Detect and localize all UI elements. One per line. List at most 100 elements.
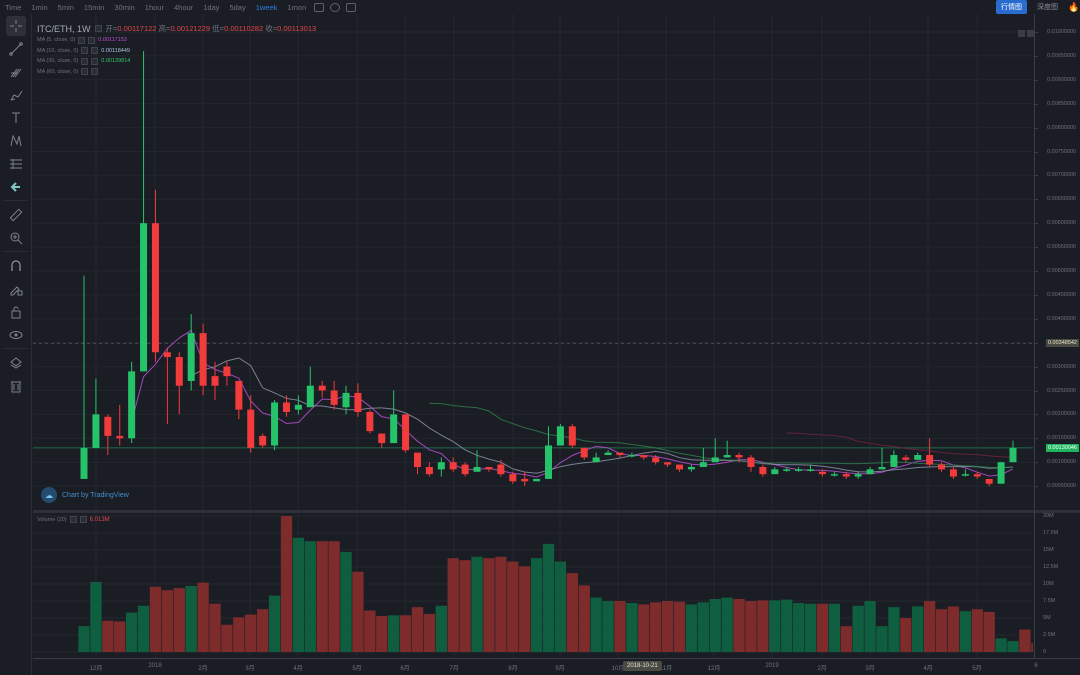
tf-1day[interactable]: 1day [203, 2, 220, 12]
tf-15min[interactable]: 15min [83, 2, 105, 12]
pane-collapse-button[interactable] [1018, 30, 1025, 37]
fullscreen-icon[interactable] [346, 2, 357, 12]
candle [759, 466, 767, 475]
time-axis-label: 3月 [865, 666, 875, 672]
volume-close-icon[interactable] [79, 516, 87, 523]
tf-1mon[interactable]: 1mon [287, 2, 307, 12]
ruler-tool[interactable] [0, 203, 32, 226]
volume-bar [590, 597, 602, 652]
volume-settings-icon[interactable] [69, 516, 77, 523]
ma-close-icon[interactable] [88, 36, 96, 44]
axis-tick [1035, 199, 1038, 201]
market-chart-button[interactable]: 行情图 [996, 0, 1027, 14]
candle [318, 385, 326, 391]
ma-label: MA (30, close, 0) [37, 58, 79, 65]
volume-bar [125, 612, 138, 652]
volume-bar [245, 614, 257, 652]
price-axis-label: 0.00100000 [1046, 459, 1076, 466]
ma-settings-icon[interactable] [81, 57, 89, 65]
brush-tool[interactable] [0, 83, 32, 106]
candle [783, 469, 791, 471]
candle [545, 445, 552, 479]
candle [461, 464, 469, 475]
tf-time[interactable]: Time [5, 2, 22, 12]
ma-settings-icon[interactable] [78, 36, 86, 44]
eye-icon [9, 330, 23, 339]
volume-pane[interactable] [33, 513, 1033, 658]
ma-settings-icon[interactable] [81, 47, 89, 55]
price-chart-pane[interactable] [33, 14, 1033, 511]
tf-4hour[interactable]: 4hour [173, 2, 194, 12]
volume-axis-label: 7.5M [1043, 598, 1056, 604]
lock-drawing-tool[interactable] [0, 277, 32, 300]
tf-5min[interactable]: 5min [57, 2, 74, 12]
zoom-in-tool[interactable] [0, 226, 32, 249]
price-axis-label: 0.00150000 [1046, 435, 1076, 442]
volume-bar [423, 613, 436, 652]
candle [140, 223, 148, 372]
candlestick-plot[interactable] [33, 14, 1033, 511]
high-label: 高= [158, 24, 171, 33]
price-axis[interactable]: 0.01000000 0.00950000 0.00900000 0.00850000… [1034, 14, 1080, 658]
candle [949, 469, 957, 477]
time-axis[interactable]: 12月 2018 2月 3月 4月 5月 6月 7月 8月 9月 10月 11月 12月 2019 2月 3月… [33, 658, 1080, 675]
volume-bars-plot[interactable] [33, 513, 1033, 658]
ma-settings-icon[interactable] [81, 68, 89, 76]
low-label: 低= [212, 24, 225, 33]
fib-tool[interactable] [0, 152, 32, 175]
back-tool[interactable] [0, 175, 32, 198]
volume-bar [280, 516, 293, 652]
axis-tick [1035, 486, 1038, 488]
indicator-icon[interactable] [314, 2, 325, 12]
price-axis-label: 0.00850000 [1046, 100, 1076, 107]
candle [116, 435, 124, 439]
volume-bar [888, 607, 900, 652]
ma-close-icon[interactable] [91, 47, 99, 55]
pitchfork-tool[interactable] [0, 60, 32, 83]
candle [687, 466, 695, 470]
tf-1min[interactable]: 1min [31, 2, 48, 12]
lock-tool[interactable] [0, 300, 32, 323]
depth-chart-button[interactable]: 深度图 [1037, 4, 1058, 11]
candle [556, 426, 564, 446]
time-axis-label: 4月 [923, 666, 933, 672]
price-axis-label: 0.00600000 [1046, 220, 1076, 227]
tradingview-watermark[interactable]: ☁ Chart by TradingView [41, 487, 129, 503]
flame-icon[interactable]: 🔥 [1068, 2, 1080, 12]
volume-bar [566, 573, 578, 652]
candle [866, 469, 874, 475]
magnet-tool[interactable] [0, 254, 32, 277]
visibility-tool[interactable] [0, 323, 32, 346]
open-label: 开= [105, 24, 118, 33]
tf-5day[interactable]: 5day [229, 2, 246, 12]
pane-maximize-button[interactable] [1027, 30, 1034, 37]
candle [485, 466, 493, 470]
candle [1009, 447, 1017, 463]
tf-1hour[interactable]: 1hour [144, 2, 164, 12]
crosshair-tool[interactable] [0, 14, 32, 37]
magnet-icon [11, 259, 21, 271]
volume-bar [447, 558, 459, 652]
candle [497, 464, 505, 475]
time-axis-label: 12月 [89, 666, 103, 672]
ma-close-icon[interactable] [91, 57, 99, 65]
open-value: 0.00117122 [117, 24, 157, 33]
settings-gear-icon[interactable] [330, 2, 341, 12]
delete-tool[interactable] [0, 374, 32, 397]
tf-1week[interactable]: 1week [255, 2, 278, 12]
text-tool[interactable] [0, 106, 32, 129]
layers-tool[interactable] [0, 351, 32, 374]
ma-close-icon[interactable] [91, 68, 99, 76]
pattern-tool[interactable] [0, 129, 32, 152]
tf-30min[interactable]: 30min [114, 2, 135, 12]
legend-settings-icon[interactable] [94, 25, 102, 32]
price-axis-label: 0.00200000 [1046, 411, 1076, 418]
volume-bar [852, 605, 864, 652]
trend-line-tool[interactable] [0, 37, 32, 60]
volume-axis-label: 5M [1043, 615, 1051, 621]
time-axis-label: 6 [1034, 663, 1038, 669]
ohlc-values: 开=0.00117122 高=0.00121229 低=0.00110282 收… [106, 23, 317, 34]
candle [592, 457, 600, 463]
pane-separator[interactable] [33, 510, 1080, 513]
